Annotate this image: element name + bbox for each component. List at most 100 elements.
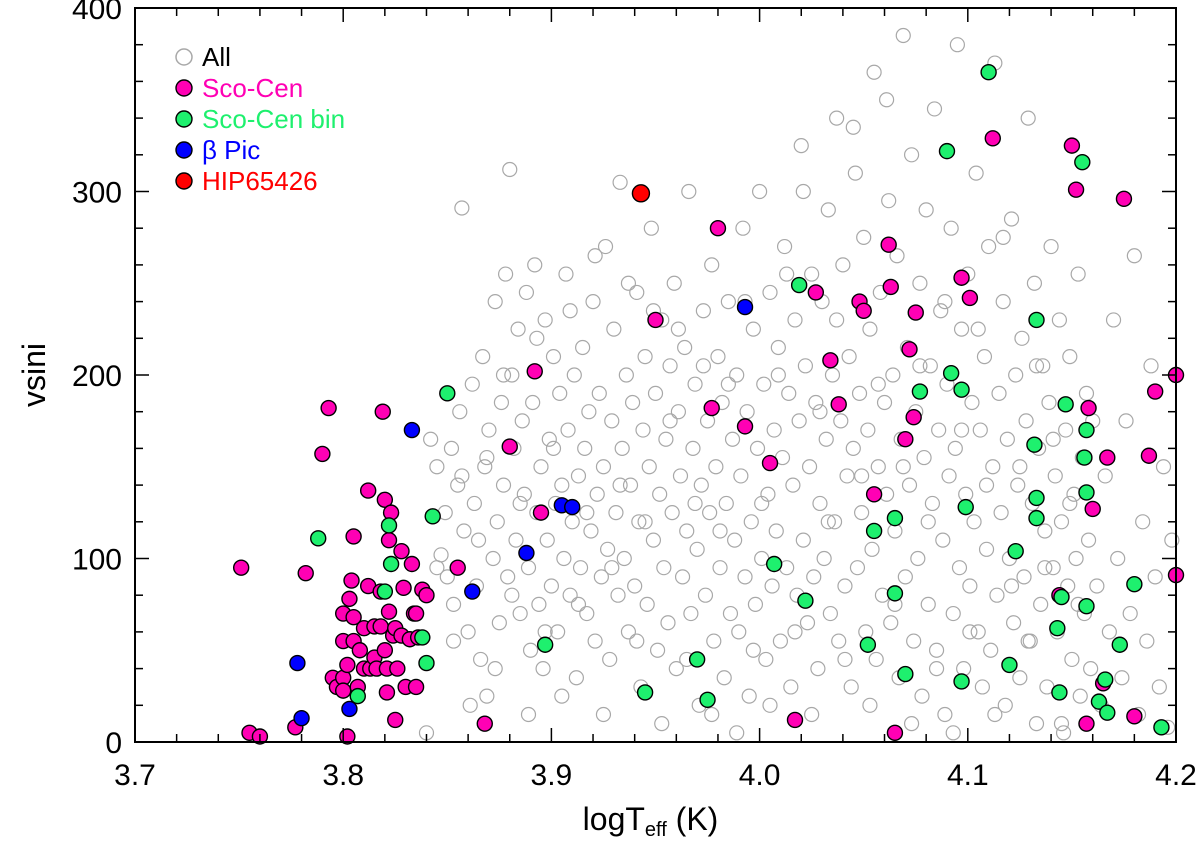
data-point-sco-cen-bin <box>938 142 956 160</box>
data-point-pic <box>736 298 754 316</box>
data-point-sco-cen <box>380 531 398 549</box>
data-point-all <box>583 523 599 539</box>
data-point-all <box>487 660 503 677</box>
data-point-all <box>489 514 505 530</box>
data-point-all <box>479 449 495 466</box>
data-point-all <box>766 422 782 438</box>
data-point-all <box>985 459 1001 475</box>
data-point-all <box>643 220 659 236</box>
data-point-all <box>968 165 984 181</box>
data-point-all <box>1062 495 1078 512</box>
data-point-sco-cen <box>351 642 369 659</box>
data-point-all <box>637 349 653 365</box>
data-point-all <box>845 119 861 135</box>
data-point-pic <box>564 498 581 516</box>
data-point-sco-cen-bin <box>536 636 554 653</box>
data-point-all <box>854 505 870 521</box>
data-point-all <box>1062 349 1078 365</box>
data-point-all <box>824 367 841 383</box>
data-point-all <box>543 578 560 594</box>
data-point-all <box>1122 605 1138 622</box>
data-point-all <box>1026 275 1043 291</box>
data-point-sco-cen <box>1140 447 1158 464</box>
data-point-all <box>718 495 734 512</box>
data-point-all <box>806 569 822 585</box>
data-point-all <box>556 550 572 567</box>
data-point-all <box>758 651 774 668</box>
data-point-all <box>933 303 949 319</box>
data-point-sco-cen <box>1080 399 1097 417</box>
data-point-sco-cen-bin <box>1051 684 1068 701</box>
data-point-all <box>978 541 995 557</box>
data-point-pic <box>464 583 481 600</box>
data-point-sco-cen <box>1067 181 1085 198</box>
data-point-all <box>727 532 743 548</box>
data-point-all <box>818 431 834 447</box>
data-point-sco-cen <box>501 438 518 455</box>
data-point-all <box>868 651 884 668</box>
data-point-all <box>729 725 745 741</box>
data-point-all <box>716 670 732 686</box>
data-point-all <box>641 459 657 475</box>
data-point-all <box>822 605 838 622</box>
data-point-all <box>1033 596 1049 612</box>
x-tick-label: 4.1 <box>947 759 989 792</box>
data-point-all <box>712 560 728 576</box>
data-point-sco-cen <box>449 559 466 576</box>
data-point-all <box>604 413 620 429</box>
data-point-sco-cen <box>1115 190 1133 208</box>
data-point-all <box>881 193 897 209</box>
data-point-all <box>928 642 945 658</box>
data-point-all <box>589 486 605 502</box>
data-point-all <box>916 449 932 466</box>
data-point-sco-cen-bin <box>980 64 997 81</box>
data-point-sco-cen-bin <box>911 383 929 400</box>
data-point-all <box>795 532 811 548</box>
data-point-all <box>443 440 460 456</box>
data-point-sco-cen <box>761 454 779 472</box>
data-point-all <box>862 697 878 713</box>
legend-marker <box>175 141 193 159</box>
data-point-all <box>466 495 482 512</box>
data-point-all <box>552 385 568 401</box>
data-point-all <box>512 605 528 622</box>
data-point-sco-cen-bin <box>957 498 974 516</box>
x-tick-label: 4.2 <box>1155 759 1197 792</box>
data-point-all <box>833 413 849 429</box>
data-point-all <box>937 706 953 723</box>
data-point-all <box>612 174 628 190</box>
data-point-all <box>739 404 755 420</box>
data-point-all <box>1080 532 1097 548</box>
data-point-sco-cen <box>407 605 425 622</box>
data-point-all <box>1097 468 1113 484</box>
data-point-pic <box>341 700 358 718</box>
data-point-sco-cen <box>984 130 1001 147</box>
data-point-sco-cen <box>380 603 398 620</box>
data-point-all <box>1155 459 1172 475</box>
data-point-sco-cen-bin <box>1028 489 1045 507</box>
data-point-all <box>1118 413 1134 429</box>
data-point-all <box>522 642 539 658</box>
data-point-all <box>635 422 651 438</box>
data-point-sco-cen <box>389 660 406 677</box>
data-point-all <box>695 358 711 374</box>
data-point-all <box>670 321 687 337</box>
data-point-all <box>799 615 816 631</box>
data-point-all <box>829 110 845 126</box>
data-point-all <box>847 165 863 181</box>
data-point-all <box>991 385 1007 401</box>
data-point-sco-cen <box>953 269 970 286</box>
data-point-all <box>895 27 911 44</box>
data-point-sco-cen-bin <box>424 508 441 525</box>
data-point-all <box>660 615 676 631</box>
data-point-all <box>722 605 739 622</box>
data-point-all <box>903 716 920 732</box>
data-point-sco-cen-bin <box>439 385 456 402</box>
data-point-all <box>1014 330 1030 346</box>
data-point-sco-cen-bin <box>1153 719 1170 736</box>
data-point-sco-cen-bin <box>1078 484 1095 501</box>
data-point-all <box>860 422 876 438</box>
data-point-all <box>604 560 620 576</box>
data-point-all <box>670 404 687 420</box>
